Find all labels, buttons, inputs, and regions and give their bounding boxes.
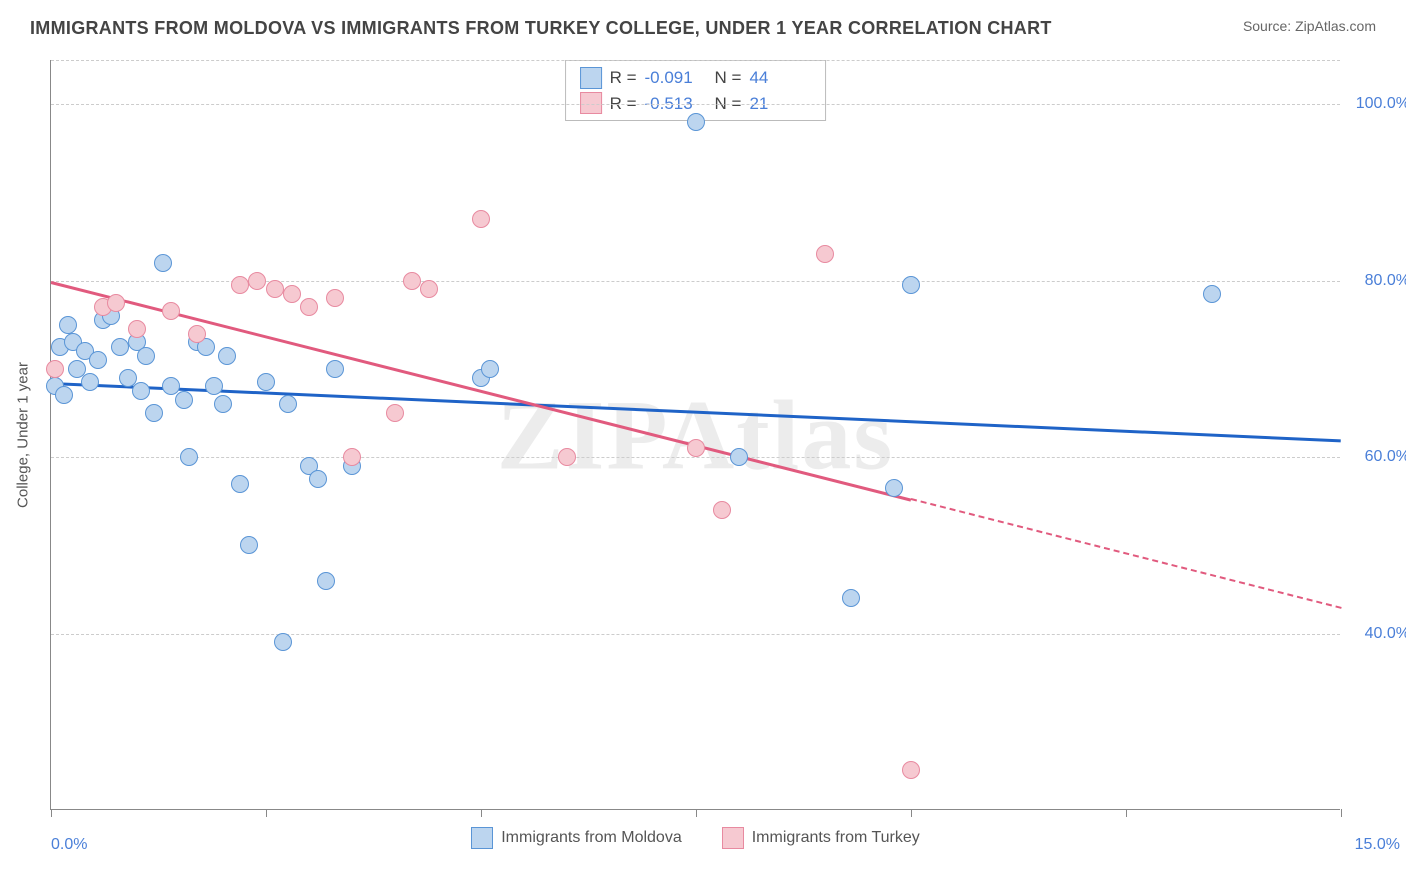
chart-plot-area: ZIPAtlas R =-0.091N =44R =-0.513N =21 Im… <box>50 60 1340 810</box>
data-point <box>403 272 421 290</box>
data-point <box>107 294 125 312</box>
data-point <box>309 470 327 488</box>
legend-item: Immigrants from Moldova <box>471 827 682 849</box>
data-point <box>842 589 860 607</box>
data-point <box>300 298 318 316</box>
data-point <box>326 289 344 307</box>
y-tick-label: 40.0% <box>1365 625 1406 643</box>
data-point <box>481 360 499 378</box>
data-point <box>687 439 705 457</box>
x-tick <box>1126 809 1127 817</box>
legend-swatch <box>471 827 493 849</box>
watermark-text: ZIPAtlas <box>497 377 895 492</box>
gridline <box>51 634 1340 635</box>
data-point <box>558 448 576 466</box>
x-tick-label-right: 15.0% <box>1355 836 1400 854</box>
header-row: IMMIGRANTS FROM MOLDOVA VS IMMIGRANTS FR… <box>0 0 1406 49</box>
data-point <box>317 572 335 590</box>
trend-line <box>51 382 1341 442</box>
data-point <box>885 479 903 497</box>
data-point <box>188 325 206 343</box>
data-point <box>55 386 73 404</box>
data-point <box>68 360 86 378</box>
gridline <box>51 60 1340 61</box>
stat-value: 44 <box>749 65 811 91</box>
gridline <box>51 104 1340 105</box>
x-tick-label-left: 0.0% <box>51 836 87 854</box>
data-point <box>902 761 920 779</box>
data-point <box>240 536 258 554</box>
data-point <box>279 395 297 413</box>
data-point <box>145 404 163 422</box>
source-name: ZipAtlas.com <box>1295 18 1376 34</box>
data-point <box>266 280 284 298</box>
data-point <box>257 373 275 391</box>
data-point <box>326 360 344 378</box>
stat-label: R = <box>610 65 637 91</box>
data-point <box>420 280 438 298</box>
legend-item: Immigrants from Turkey <box>722 827 920 849</box>
data-point <box>902 276 920 294</box>
data-point <box>162 302 180 320</box>
data-point <box>59 316 77 334</box>
data-point <box>180 448 198 466</box>
x-tick <box>1341 809 1342 817</box>
data-point <box>283 285 301 303</box>
x-tick <box>911 809 912 817</box>
data-point <box>472 210 490 228</box>
data-point <box>89 351 107 369</box>
legend-swatch <box>722 827 744 849</box>
stat-label: N = <box>715 65 742 91</box>
x-tick <box>696 809 697 817</box>
data-point <box>386 404 404 422</box>
x-tick <box>51 809 52 817</box>
legend-swatch <box>580 67 602 89</box>
data-point <box>713 501 731 519</box>
data-point <box>687 113 705 131</box>
data-point <box>1203 285 1221 303</box>
data-point <box>343 448 361 466</box>
stats-row: R = -0.091 N = 44 <box>580 65 812 91</box>
series-legend: Immigrants from Moldova Immigrants from T… <box>51 827 1340 849</box>
data-point <box>137 347 155 365</box>
data-point <box>730 448 748 466</box>
source-prefix: Source: <box>1243 18 1295 34</box>
chart-title: IMMIGRANTS FROM MOLDOVA VS IMMIGRANTS FR… <box>30 18 1052 39</box>
legend-label: Immigrants from Turkey <box>752 829 920 847</box>
data-point <box>154 254 172 272</box>
data-point <box>231 276 249 294</box>
trend-line <box>911 498 1341 609</box>
data-point <box>132 382 150 400</box>
data-point <box>128 320 146 338</box>
y-tick-label: 100.0% <box>1356 95 1406 113</box>
y-axis-label-wrap: College, Under 1 year <box>8 60 38 810</box>
data-point <box>175 391 193 409</box>
data-point <box>248 272 266 290</box>
data-point <box>46 360 64 378</box>
data-point <box>81 373 99 391</box>
y-tick-label: 80.0% <box>1365 272 1406 290</box>
data-point <box>214 395 232 413</box>
data-point <box>111 338 129 356</box>
x-tick <box>266 809 267 817</box>
source-label: Source: ZipAtlas.com <box>1243 18 1376 34</box>
y-axis-label: College, Under 1 year <box>15 362 32 508</box>
x-tick <box>481 809 482 817</box>
data-point <box>816 245 834 263</box>
data-point <box>218 347 236 365</box>
legend-label: Immigrants from Moldova <box>501 829 682 847</box>
data-point <box>231 475 249 493</box>
data-point <box>205 377 223 395</box>
data-point <box>274 633 292 651</box>
y-tick-label: 60.0% <box>1365 448 1406 466</box>
stat-value: -0.091 <box>645 65 707 91</box>
